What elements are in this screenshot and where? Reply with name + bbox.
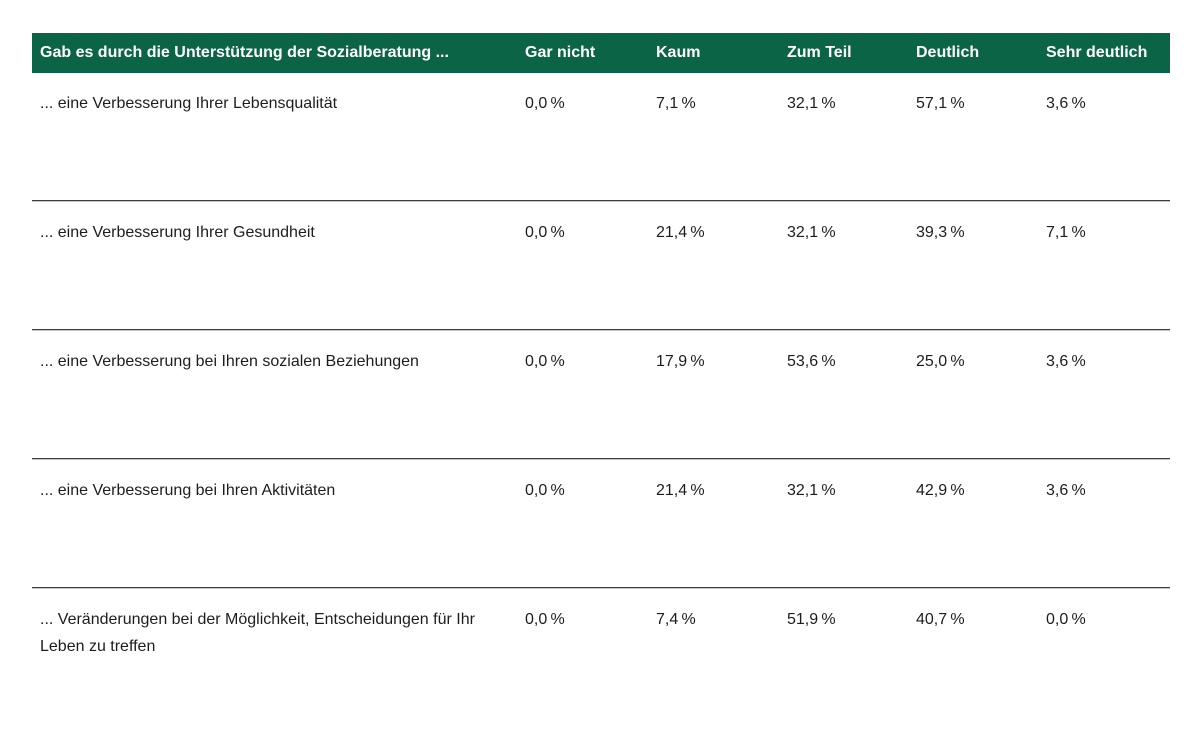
cell-value: 40,7 % — [916, 611, 965, 628]
table-row: ... eine Verbesserung bei Ihren sozialen… — [32, 331, 1170, 460]
cell-value: 32,1 % — [787, 460, 916, 589]
column-header-gar-nicht: Gar nicht — [525, 33, 656, 73]
cell-value: 0,0 % — [525, 611, 565, 628]
cell-value: 7,1 % — [1046, 202, 1170, 331]
cell-value: 21,4 % — [656, 460, 787, 589]
column-header-deutlich: Deutlich — [916, 33, 1046, 73]
cell-value: 3,6 % — [1046, 73, 1170, 202]
table-row: ... Veränderungen bei der Möglichkeit, E… — [32, 589, 1170, 718]
column-header-kaum: Kaum — [656, 33, 787, 73]
cell-value: 39,3 % — [916, 202, 1046, 331]
table-row: ... eine Verbesserung bei Ihren Aktivitä… — [32, 460, 1170, 589]
cell-value: 25,0 % — [916, 331, 1046, 460]
column-header-zum-teil: Zum Teil — [787, 33, 916, 73]
survey-results-table: Gab es durch die Unterstützung der Sozia… — [32, 33, 1170, 718]
row-label: ... eine Verbesserung bei Ihren sozialen… — [32, 331, 525, 460]
question-header-cell: Gab es durch die Unterstützung der Sozia… — [32, 33, 525, 73]
table-header-row: Gab es durch die Unterstützung der Sozia… — [32, 33, 1170, 73]
cell-value: 0,0 % — [525, 460, 656, 589]
cell-value: 0,0 % — [525, 202, 656, 331]
cell-value: 0,0 % — [525, 331, 656, 460]
row-label: ... Veränderungen bei der Möglichkeit, E… — [40, 611, 475, 655]
cell-value: 53,6 % — [787, 331, 916, 460]
cell-value: 7,1 % — [656, 73, 787, 202]
survey-table-container: Gab es durch die Unterstützung der Sozia… — [32, 33, 1170, 718]
table-row: ... eine Verbesserung Ihrer Gesundheit 0… — [32, 202, 1170, 331]
cell-value: 42,9 % — [916, 460, 1046, 589]
cell-value: 51,9 % — [787, 611, 836, 628]
cell-value: 3,6 % — [1046, 460, 1170, 589]
table-row: ... eine Verbesserung Ihrer Lebensqualit… — [32, 73, 1170, 202]
cell-value: 32,1 % — [787, 202, 916, 331]
cell-value: 0,0 % — [525, 73, 656, 202]
cell-value: 0,0 % — [1046, 611, 1086, 628]
row-label: ... eine Verbesserung Ihrer Lebensqualit… — [32, 73, 525, 202]
cell-value: 57,1 % — [916, 73, 1046, 202]
cell-value: 32,1 % — [787, 73, 916, 202]
column-header-sehr-deutlich: Sehr deutlich — [1046, 33, 1170, 73]
row-label: ... eine Verbesserung Ihrer Gesundheit — [32, 202, 525, 331]
cell-value: 21,4 % — [656, 202, 787, 331]
cell-value: 3,6 % — [1046, 331, 1170, 460]
row-label: ... eine Verbesserung bei Ihren Aktivitä… — [32, 460, 525, 589]
cell-value: 17,9 % — [656, 331, 787, 460]
cell-value: 7,4 % — [656, 611, 696, 628]
